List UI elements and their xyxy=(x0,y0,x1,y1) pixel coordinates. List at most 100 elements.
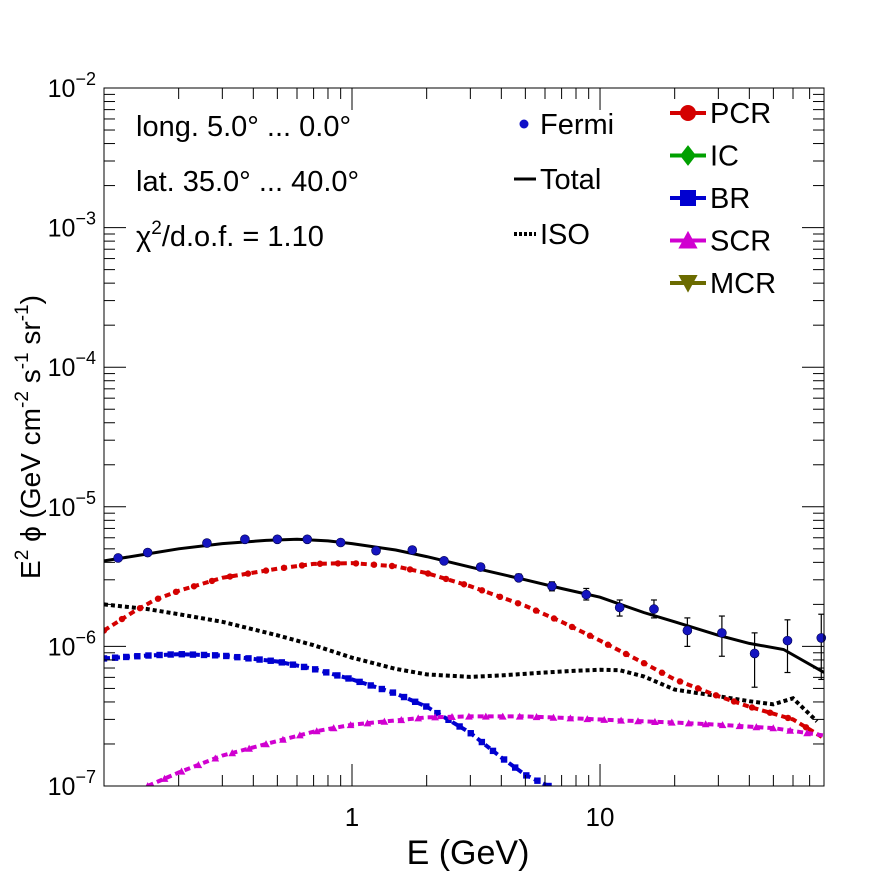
scr-marker xyxy=(667,718,676,726)
y-axis-ticks: 10−7 10−6 10−5 10−4 10−3 10−2 xyxy=(48,69,824,801)
scr-curve xyxy=(146,714,824,786)
br-marker xyxy=(123,653,130,661)
curves-layer xyxy=(104,537,824,786)
scr-marker xyxy=(160,774,169,782)
legend-fermi-label: Fermi xyxy=(540,109,614,141)
scr-marker xyxy=(296,731,304,739)
x-tick-label: 10 xyxy=(586,802,615,832)
pcr-marker xyxy=(640,659,648,667)
pcr-marker xyxy=(694,685,702,692)
pcr-marker xyxy=(730,698,738,705)
br-marker xyxy=(400,693,408,701)
br-marker xyxy=(456,723,463,730)
pcr-marker xyxy=(532,607,540,614)
legend-iso-label: ISO xyxy=(540,219,590,251)
scr-marker xyxy=(145,782,150,786)
br-marker xyxy=(500,756,508,763)
br-marker xyxy=(256,656,263,663)
scr-marker xyxy=(380,717,389,725)
pcr-marker xyxy=(388,562,396,570)
br-marker xyxy=(467,730,474,737)
scr-marker xyxy=(752,723,761,731)
br-marker xyxy=(423,703,430,710)
fermi-point xyxy=(782,635,793,646)
fermi-point xyxy=(142,547,153,558)
scr-marker xyxy=(718,721,727,729)
scr-marker xyxy=(228,749,237,757)
pcr-marker xyxy=(316,560,324,567)
br-marker xyxy=(278,659,286,666)
scr-marker xyxy=(735,722,744,730)
pcr-marker xyxy=(658,669,666,676)
fermi-point xyxy=(581,589,592,600)
fermi-point xyxy=(240,534,250,545)
br-marker xyxy=(345,675,352,682)
scr-marker xyxy=(786,726,795,734)
br-marker xyxy=(311,666,319,673)
br-marker xyxy=(478,738,486,746)
pcr-curve xyxy=(104,561,824,740)
fermi-point xyxy=(202,538,212,548)
fermi-point xyxy=(717,628,727,638)
y-tick-label: 10−5 xyxy=(48,488,96,522)
legend-pcr-label: PCR xyxy=(710,98,771,130)
br-marker xyxy=(145,652,152,659)
scr-marker xyxy=(684,719,693,727)
pcr-marker xyxy=(226,573,234,580)
br-marker xyxy=(234,653,241,661)
pcr-marker xyxy=(334,560,342,567)
plot-frame xyxy=(103,87,825,787)
pcr-marker xyxy=(262,567,270,574)
pcr-marker xyxy=(208,577,216,585)
br-marker xyxy=(411,698,419,705)
legend-br-marker xyxy=(680,190,696,206)
br-marker xyxy=(104,655,108,662)
br-marker xyxy=(378,685,386,693)
pcr-marker xyxy=(352,560,360,567)
pcr-marker xyxy=(424,570,432,577)
legend-ic-label: IC xyxy=(710,141,739,173)
fermi-point xyxy=(113,553,123,563)
scr-marker xyxy=(566,714,575,722)
pcr-marker xyxy=(496,593,504,601)
legend-fermi-swatch xyxy=(519,119,529,129)
scr-marker xyxy=(481,712,490,720)
annotation-chi2: χ2/d.o.f. = 1.10 xyxy=(136,218,324,253)
y-tick-label: 10−2 xyxy=(48,69,96,103)
y-axis-label: E2 ϕ (GeV cm-2 s-1 sr-1) xyxy=(12,295,46,579)
br-marker xyxy=(178,651,185,658)
br-marker xyxy=(289,661,297,668)
fermi-point xyxy=(272,534,283,545)
pcr-marker xyxy=(514,600,522,607)
x-tick-label: 1 xyxy=(345,802,359,832)
pcr-marker xyxy=(370,561,378,568)
br-marker xyxy=(211,652,219,659)
y-tick-label: 10−4 xyxy=(48,348,96,382)
scr-marker xyxy=(177,767,186,775)
scr-marker xyxy=(769,724,778,732)
legend-total-label: Total xyxy=(540,164,601,196)
pcr-marker xyxy=(766,709,774,716)
y-tick-label: 10−7 xyxy=(48,767,96,801)
scr-marker xyxy=(312,727,321,735)
pcr-marker xyxy=(784,714,792,722)
br-marker xyxy=(367,682,374,689)
scr-marker xyxy=(329,724,338,732)
pcr-marker xyxy=(154,595,162,602)
pcr-marker xyxy=(172,588,180,596)
br-marker xyxy=(189,651,197,658)
pcr-marker xyxy=(406,566,414,573)
scr-marker xyxy=(465,712,473,720)
pcr-marker xyxy=(568,623,576,631)
scr-marker xyxy=(448,713,456,721)
fermi-point xyxy=(682,625,693,636)
pcr-marker xyxy=(280,564,288,572)
fermi-point xyxy=(335,537,346,548)
scr-marker xyxy=(397,716,406,724)
fermi-point xyxy=(614,602,625,613)
scr-marker xyxy=(549,713,558,721)
br-marker xyxy=(156,651,163,659)
pcr-marker xyxy=(460,581,468,588)
pcr-marker xyxy=(676,678,684,685)
